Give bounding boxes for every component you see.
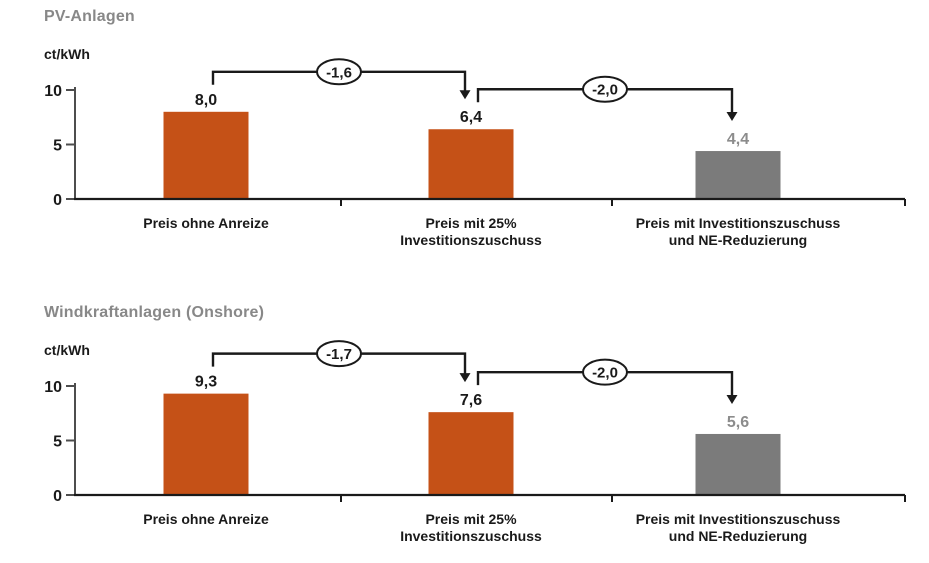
y-axis-tick-label: 10 (44, 83, 62, 100)
delta-arrowhead (459, 373, 471, 383)
category-label-line: Investitionszuschuss (400, 232, 542, 248)
chart-pv-anlagen: PV-Anlagen ct/kWh 0 5 10 8,0 Preis ohne Anre… (0, 2, 929, 282)
chart-windkraftanlagen-onshore: Windkraftanlagen (Onshore) ct/kWh 0 5 10 9,… (0, 298, 929, 563)
y-axis-tick-label: 0 (53, 192, 62, 209)
y-axis-unit-label: ct/kWh (44, 342, 90, 358)
delta-label: -2,0 (592, 365, 618, 382)
y-axis-tick-label: 0 (53, 488, 62, 505)
bar-chart-plot: 0 5 10 9,3 Preis ohne Anreize 7,6 Preis mit 25… (44, 340, 906, 544)
bar-value-label: 5,6 (727, 414, 749, 431)
y-axis-tick-label: 5 (53, 138, 62, 155)
bar-value-label: 8,0 (195, 92, 217, 109)
bar (163, 111, 249, 199)
y-axis-tick-label: 10 (44, 379, 62, 396)
delta-arrowhead (726, 112, 738, 122)
category-label-line: Preis mit Investitionszuschuss (636, 511, 841, 527)
bar (163, 393, 249, 495)
bar-value-label: 4,4 (727, 131, 749, 148)
bar-value-label: 6,4 (460, 109, 482, 126)
bar-chart-plot: 0 5 10 8,0 Preis ohne Anreize 6,4 Preis mit 25… (44, 58, 906, 248)
category-label-line: und NE-Reduzierung (669, 528, 807, 544)
chart-title: PV-Anlagen (44, 8, 135, 25)
chart-title: Windkraftanlagen (Onshore) (44, 304, 265, 321)
bar (428, 129, 514, 199)
delta-arrowhead (726, 394, 738, 404)
bar-value-label: 9,3 (195, 374, 217, 391)
category-label-line: Preis ohne Anreize (143, 215, 269, 231)
category-label-line: Preis mit Investitionszuschuss (636, 215, 841, 231)
category-label-line: und NE-Reduzierung (669, 232, 807, 248)
delta-label: -2,0 (592, 82, 618, 99)
delta-ellipse (582, 358, 628, 386)
category-label-line: Preis ohne Anreize (143, 511, 269, 527)
y-axis-unit-label: ct/kWh (44, 46, 90, 62)
delta-label: -1,7 (326, 346, 352, 363)
bar (695, 433, 781, 495)
y-axis-tick-label: 5 (53, 434, 62, 451)
delta-ellipse (316, 58, 362, 86)
delta-label: -1,6 (326, 64, 352, 81)
category-label-line: Preis mit 25% (425, 215, 517, 231)
category-label-line: Investitionszuschuss (400, 528, 542, 544)
bar (428, 412, 514, 495)
delta-arrowhead (459, 90, 471, 100)
delta-ellipse (582, 75, 628, 103)
category-label-line: Preis mit 25% (425, 511, 517, 527)
bar (695, 151, 781, 199)
delta-ellipse (316, 340, 362, 368)
bar-value-label: 7,6 (460, 392, 482, 409)
